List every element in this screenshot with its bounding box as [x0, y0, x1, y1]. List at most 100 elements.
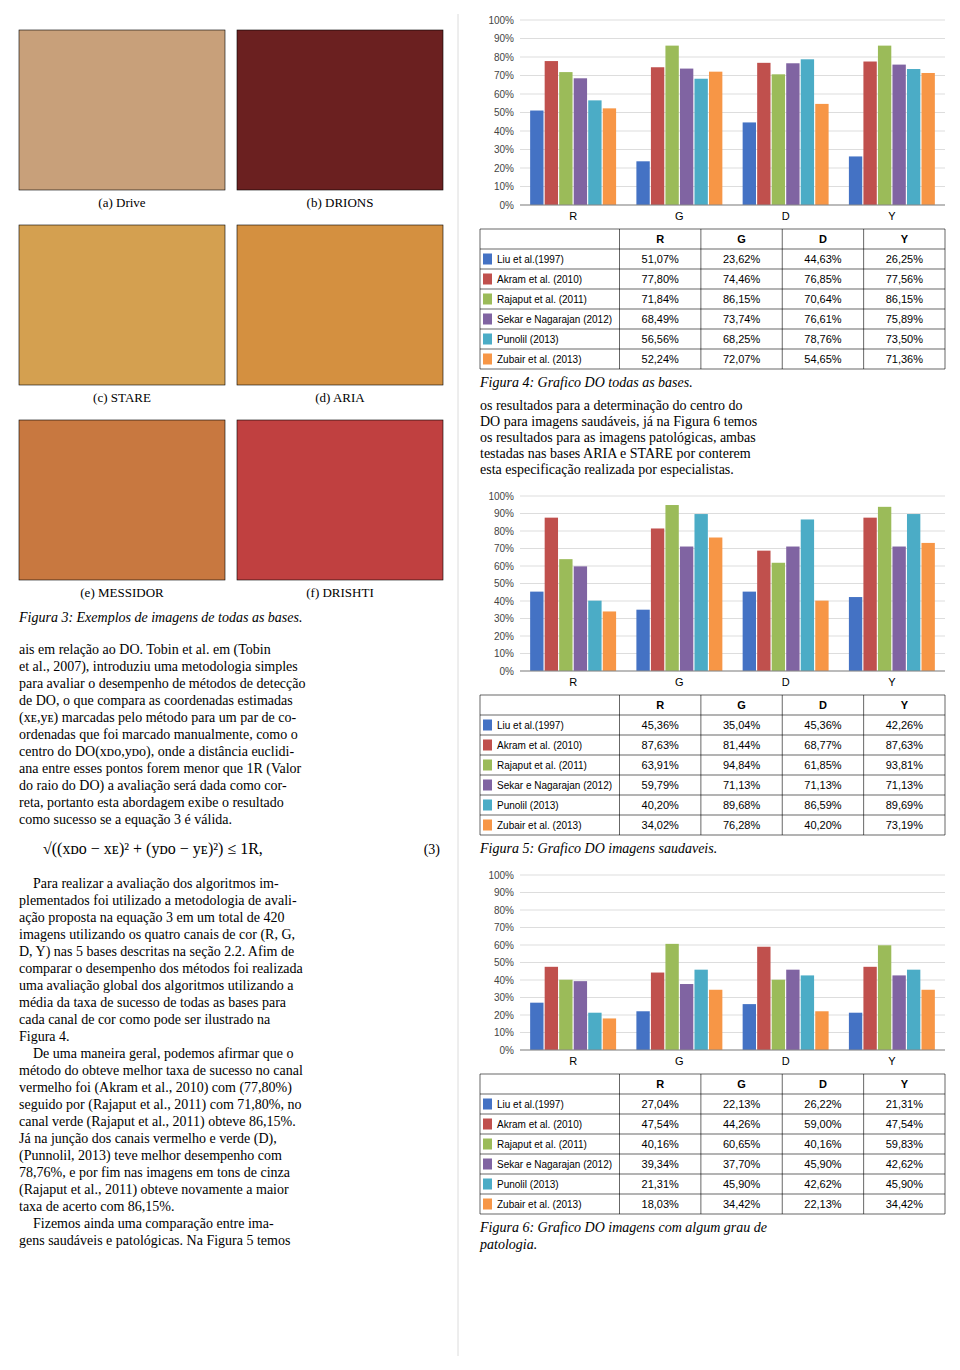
bar [709, 538, 722, 671]
y-tick-label: 30% [494, 992, 514, 1003]
table-header: R [656, 233, 664, 245]
grid-line [520, 671, 945, 672]
text-line: (Punnolil, 2013) teve melhor desempenho … [19, 1148, 282, 1164]
bar [588, 1013, 601, 1050]
y-tick-label: 60% [494, 89, 514, 100]
image-label: (a) Drive [98, 195, 146, 210]
series-name: Zubair et al. (2013) [497, 354, 582, 365]
x-axis [520, 205, 945, 206]
image-panel [19, 420, 225, 580]
bar [530, 111, 543, 205]
table-value: 42,62% [804, 1178, 842, 1190]
image-panel [19, 225, 225, 385]
table-rule [480, 735, 945, 736]
grid-line [520, 910, 945, 911]
bars [530, 46, 935, 205]
text-line: testadas nas bases ARIA e STARE por cont… [480, 446, 751, 461]
bar [815, 104, 828, 205]
table-value: 45,90% [886, 1178, 924, 1190]
table-value: 71,13% [886, 779, 924, 791]
table-rule [700, 1074, 701, 1214]
bar [907, 69, 920, 205]
text-line: os resultados para as imagens patológica… [480, 430, 756, 445]
series-name: Akram et al. (2010) [497, 274, 582, 285]
table-value: 45,36% [804, 719, 842, 731]
bar [636, 610, 649, 671]
series-name: Liu et al.(1997) [497, 254, 564, 265]
y-tick-label: 30% [494, 144, 514, 155]
image-label: (e) MESSIDOR [80, 585, 164, 600]
x-tick-label: G [675, 210, 684, 222]
y-tick-label: 10% [494, 1027, 514, 1038]
y-tick-label: 80% [494, 905, 514, 916]
column-divider [458, 14, 459, 1356]
table-value: 37,70% [723, 1158, 761, 1170]
bar [709, 990, 722, 1050]
figure-caption: Figura 3: Exemplos de imagens de todas a… [18, 610, 302, 625]
table-value: 93,81% [886, 759, 924, 771]
bar [709, 72, 722, 205]
y-tick-label: 20% [494, 1010, 514, 1021]
table-rule [480, 269, 945, 270]
table-value: 68,25% [723, 333, 761, 345]
formula: √((xᴅᴏ − xᴇ)² + (yᴅᴏ − yᴇ)²) ≤ 1R, [43, 840, 263, 858]
table-rule [480, 1194, 945, 1195]
table-swatch [483, 334, 492, 345]
bar [603, 611, 616, 671]
bar [545, 967, 558, 1050]
y-tick-label: 0% [500, 1045, 515, 1056]
table-value: 77,80% [642, 273, 680, 285]
text-line: DO para imagens saudáveis, já na Figura … [480, 414, 757, 429]
table-value: 77,56% [886, 273, 924, 285]
text-line: centro do DO(xᴅᴏ,yᴅᴏ), onde a distância … [19, 744, 294, 760]
bar [665, 944, 678, 1050]
y-tick-label: 40% [494, 126, 514, 137]
bar [545, 61, 558, 205]
text-line: 78,76%, e por fim nas imagens em tons de… [19, 1165, 291, 1180]
data-table: RGDYLiu et al.(1997)27,04%22,13%26,22%21… [480, 1074, 945, 1214]
table-value: 73,74% [723, 313, 761, 325]
table-value: 40,20% [804, 819, 842, 831]
table-rule [480, 329, 945, 330]
bar [559, 72, 572, 205]
y-tick-label: 70% [494, 543, 514, 554]
table-swatch [483, 294, 492, 305]
text-line: esta especificação realizada por especia… [480, 462, 734, 477]
text-line: ação proposta na equação 3 em um total d… [19, 910, 285, 925]
text-line: gens saudáveis e patológicas. Na Figura … [19, 1233, 290, 1248]
table-value: 47,54% [886, 1118, 924, 1130]
bar [680, 984, 693, 1050]
table-value: 72,07% [723, 353, 761, 365]
bar [815, 601, 828, 671]
bar [772, 74, 785, 205]
table-swatch [483, 720, 492, 731]
table-value: 44,26% [723, 1118, 761, 1130]
table-swatch [483, 820, 492, 831]
bar [665, 505, 678, 671]
series-name: Punolil (2013) [497, 800, 559, 811]
y-tick-label: 80% [494, 52, 514, 63]
table-value: 45,36% [642, 719, 680, 731]
text-line: do raio do DO) a avaliação será dada com… [19, 778, 287, 794]
y-tick-label: 90% [494, 508, 514, 519]
y-tick-label: 90% [494, 33, 514, 44]
series-name: Akram et al. (2010) [497, 740, 582, 751]
y-tick-label: 20% [494, 631, 514, 642]
bar [651, 528, 664, 671]
table-rule [480, 1074, 481, 1214]
series-name: Sekar e Nagarajan (2012) [497, 780, 612, 791]
table-value: 81,44% [723, 739, 761, 751]
table-value: 40,20% [642, 799, 680, 811]
bar [786, 63, 799, 205]
bar [545, 518, 558, 671]
table-rule [480, 755, 945, 756]
table-header: Y [901, 699, 909, 711]
bar [694, 970, 707, 1050]
series-name: Zubair et al. (2013) [497, 1199, 582, 1210]
image-panel [237, 420, 443, 580]
text-line: Figura 5: Grafico DO imagens saudaveis. [479, 841, 717, 856]
bar-chart: 0%10%20%30%40%50%60%70%80%90%100%RGDYRGD… [479, 15, 945, 391]
bar [530, 1003, 543, 1050]
x-tick-label: G [675, 676, 684, 688]
table-header: R [656, 699, 664, 711]
